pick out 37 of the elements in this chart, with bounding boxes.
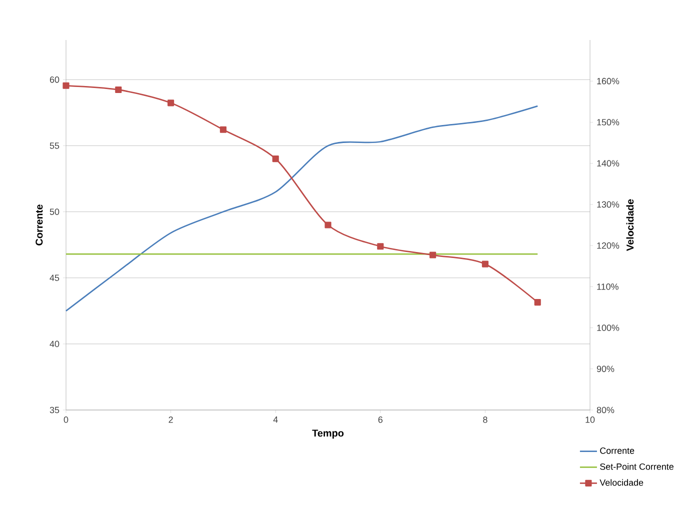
point bbox=[168, 100, 174, 106]
point bbox=[534, 299, 541, 306]
point bbox=[482, 260, 488, 268]
x-axis-title: Tempo bbox=[312, 430, 344, 439]
y2-tick-label: 120% bbox=[597, 242, 620, 249]
y-tick-label: 55 bbox=[50, 142, 60, 149]
y-tick-label: 35 bbox=[50, 406, 60, 414]
point bbox=[115, 86, 122, 94]
legend-label: Set-Point Corrente bbox=[600, 463, 674, 470]
x-tick-label: 10 bbox=[586, 416, 595, 423]
y-axis-title: Corrente bbox=[36, 204, 43, 246]
y2-tick-label: 140% bbox=[597, 160, 620, 167]
y2-tick-label: 160% bbox=[597, 78, 620, 84]
y2-tick-label: 110% bbox=[597, 283, 618, 290]
y2-tick-label: 130% bbox=[597, 201, 620, 208]
x-tick-label: 6 bbox=[378, 416, 383, 423]
point bbox=[324, 222, 332, 228]
point bbox=[430, 252, 436, 258]
y2-tick-label: 80% bbox=[596, 406, 614, 414]
legend-label: Velocidade bbox=[600, 479, 644, 486]
y2-tick-label: 90% bbox=[596, 366, 614, 372]
x-tick-label: 8 bbox=[483, 416, 488, 423]
y-tick-label: 45 bbox=[50, 274, 60, 281]
y2-tick-label: 100% bbox=[597, 324, 620, 331]
y2-axis-title: Velocidade bbox=[626, 199, 634, 251]
point bbox=[272, 156, 279, 162]
legend-label: Corrente bbox=[600, 447, 634, 454]
y-tick-label: 50 bbox=[50, 208, 60, 215]
point bbox=[62, 82, 70, 89]
y-tick-label: 60 bbox=[50, 76, 60, 83]
y-tick-label: 40 bbox=[50, 340, 60, 348]
y2-tick-label: 150% bbox=[597, 119, 620, 126]
x-tick-label: 0 bbox=[64, 416, 68, 423]
x-tick-label: 4 bbox=[273, 416, 278, 423]
point bbox=[220, 126, 226, 133]
point bbox=[377, 243, 384, 250]
x-tick-label: 2 bbox=[168, 416, 173, 423]
